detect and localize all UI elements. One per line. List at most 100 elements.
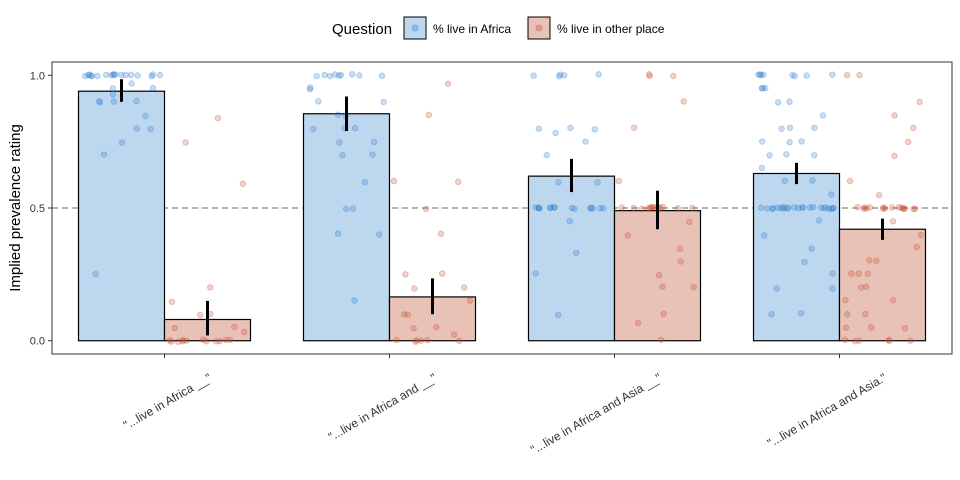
data-point bbox=[798, 138, 805, 145]
data-point bbox=[843, 71, 851, 79]
data-point bbox=[766, 152, 773, 159]
y-tick-label: 0.5 bbox=[30, 203, 45, 215]
data-point bbox=[543, 151, 550, 159]
data-point bbox=[829, 285, 836, 292]
data-point bbox=[376, 231, 383, 238]
data-point bbox=[757, 204, 765, 211]
data-point bbox=[755, 71, 762, 78]
data-point bbox=[226, 336, 234, 344]
data-point bbox=[828, 191, 835, 198]
data-point bbox=[624, 232, 632, 239]
data-point bbox=[424, 336, 431, 344]
data-point bbox=[659, 203, 667, 211]
data-point bbox=[798, 310, 805, 317]
data-point bbox=[861, 204, 868, 211]
data-point bbox=[618, 204, 625, 211]
data-point bbox=[829, 71, 836, 78]
data-point bbox=[844, 311, 851, 318]
data-point bbox=[907, 337, 914, 344]
data-point bbox=[582, 138, 589, 145]
data-point bbox=[774, 99, 782, 106]
data-point bbox=[586, 205, 594, 212]
data-point bbox=[557, 71, 564, 78]
data-point bbox=[829, 205, 836, 212]
data-point bbox=[444, 80, 452, 87]
data-point bbox=[133, 125, 140, 132]
data-point bbox=[417, 337, 425, 344]
data-point bbox=[356, 72, 363, 79]
data-point bbox=[660, 310, 667, 318]
data-point bbox=[649, 204, 656, 211]
data-point bbox=[378, 72, 386, 79]
data-point bbox=[369, 151, 376, 158]
data-point bbox=[460, 284, 468, 291]
x-tick-label: "...live in Africa and __" bbox=[326, 370, 439, 443]
data-point bbox=[349, 71, 356, 78]
data-point bbox=[634, 319, 642, 327]
data-point bbox=[127, 71, 135, 78]
data-point bbox=[806, 204, 814, 211]
data-point bbox=[212, 338, 220, 345]
data-point bbox=[587, 204, 595, 211]
data-point bbox=[413, 337, 420, 344]
data-point bbox=[536, 205, 543, 212]
data-point bbox=[168, 298, 176, 305]
data-point bbox=[555, 73, 563, 80]
data-point bbox=[786, 98, 793, 105]
data-point bbox=[439, 270, 446, 277]
data-point bbox=[875, 191, 883, 199]
data-point bbox=[455, 337, 463, 344]
data-point bbox=[638, 205, 645, 213]
data-point bbox=[88, 72, 96, 80]
data-point bbox=[863, 283, 870, 290]
data-point bbox=[331, 71, 339, 78]
data-point bbox=[315, 98, 322, 105]
data-point bbox=[171, 324, 178, 332]
data-point bbox=[659, 283, 666, 290]
data-point bbox=[595, 71, 602, 78]
data-point bbox=[799, 204, 807, 211]
data-point bbox=[199, 336, 207, 343]
data-point bbox=[455, 178, 462, 185]
data-point bbox=[554, 311, 562, 319]
data-point bbox=[102, 71, 110, 79]
data-point bbox=[133, 97, 140, 105]
data-point bbox=[881, 205, 889, 212]
data-point bbox=[822, 204, 830, 211]
x-tick-label: "...live in Africa and Asia __" bbox=[528, 370, 664, 456]
data-point bbox=[815, 217, 823, 224]
data-point bbox=[310, 125, 317, 133]
data-point bbox=[686, 218, 693, 226]
data-point bbox=[900, 205, 908, 213]
data-point bbox=[820, 205, 828, 212]
data-point bbox=[757, 71, 765, 79]
data-point bbox=[547, 204, 554, 211]
data-point bbox=[86, 71, 93, 78]
x-tick-label: "...live in Africa __" bbox=[121, 370, 214, 432]
data-point bbox=[889, 218, 897, 225]
legend-label-other: % live in other place bbox=[557, 22, 665, 36]
data-point bbox=[411, 285, 418, 292]
data-point bbox=[337, 71, 345, 79]
data-point bbox=[400, 311, 408, 318]
data-point bbox=[913, 243, 920, 251]
legend-key-other bbox=[527, 16, 551, 40]
data-point bbox=[535, 205, 543, 212]
data-point bbox=[860, 205, 868, 212]
data-point bbox=[437, 230, 445, 237]
data-point bbox=[96, 99, 104, 106]
data-point bbox=[785, 204, 792, 212]
data-point bbox=[591, 126, 599, 133]
data-point bbox=[241, 328, 248, 336]
data-point bbox=[768, 311, 775, 318]
data-point bbox=[645, 205, 652, 212]
data-point bbox=[880, 204, 887, 211]
data-point bbox=[795, 204, 802, 212]
data-point bbox=[380, 98, 387, 106]
data-point bbox=[239, 180, 247, 187]
data-point bbox=[889, 296, 897, 304]
data-point bbox=[759, 84, 766, 92]
data-point bbox=[809, 177, 816, 184]
data-point bbox=[81, 72, 89, 80]
data-point bbox=[808, 245, 815, 252]
